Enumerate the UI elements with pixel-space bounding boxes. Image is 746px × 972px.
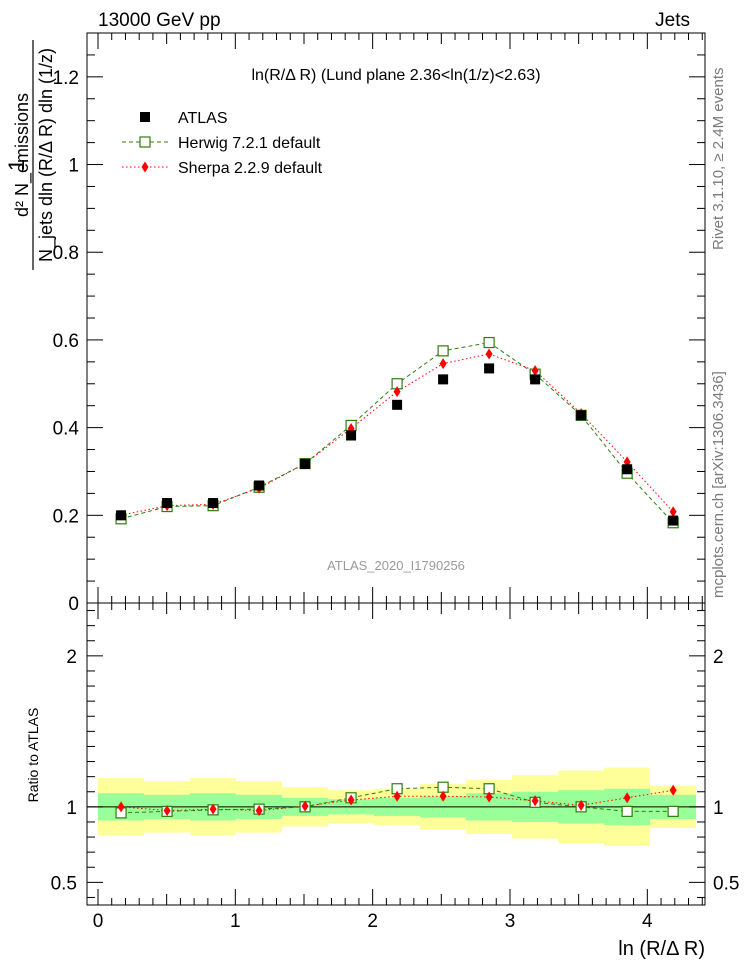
chart-title: ln(R/Δ R) (Lund plane 2.36<ln(1/z)<2.63)	[251, 67, 540, 84]
atlas-point	[254, 480, 265, 491]
ratio-frame	[86, 602, 706, 906]
x-tick-label: 3	[505, 911, 516, 932]
sherpa-ratio-point	[255, 805, 263, 817]
atlas-point	[300, 459, 311, 470]
y-axis-label: 1 d² N_emissions N_jets dln (R/Δ R) dln …	[4, 40, 57, 270]
ratio-y-tick-label: 2	[66, 647, 77, 668]
mcplots-label: mcplots.cern.ch [arXiv:1306.3436]	[710, 371, 727, 598]
atlas-point	[576, 410, 587, 421]
ratio-panel: 0.5 0.5 1 1 2 2 Ratio to ATLAS	[25, 602, 739, 906]
main-y-tick-label: 0.6	[53, 331, 79, 352]
main-y-tick-label: 1.2	[53, 68, 79, 89]
y-axis-label-numerator: d² N_emissions	[12, 93, 33, 217]
atlas-point	[622, 464, 633, 475]
herwig-ratio-point	[667, 805, 679, 817]
atlas-point	[116, 510, 127, 521]
sherpa-ratio-point	[117, 801, 125, 813]
sherpa-ratio-point	[347, 794, 355, 806]
ratio-y-tick-label-right: 0.5	[713, 873, 739, 894]
sherpa-ratio-point	[577, 799, 585, 811]
legend-atlas-label: ATLAS	[178, 110, 228, 127]
x-tick-label: 4	[642, 911, 653, 932]
sherpa-ratio-point	[485, 791, 493, 803]
sherpa-line	[120, 353, 674, 516]
ratio-y-tick-label: 1	[66, 798, 77, 819]
atlas-point	[438, 374, 449, 385]
main-panel: 0 0.2 0.4 0.6 0.8 1 1.2 ln(R/Δ R) (Lund plane …	[4, 32, 706, 615]
herwig-ratio-point	[621, 805, 633, 817]
main-y-tick-label: 0.4	[53, 419, 80, 440]
sherpa-point	[393, 386, 401, 398]
sherpa-ratio-point	[669, 784, 677, 796]
atlas-point	[530, 374, 541, 385]
ratio-y-tick-label: 0.5	[51, 873, 77, 894]
sherpa-ratio-point	[301, 800, 309, 812]
herwig-point	[483, 336, 495, 349]
main-y-tick-label: 1	[68, 156, 79, 177]
header-left: 13000 GeV pp	[98, 10, 221, 31]
sherpa-ratio-point	[163, 805, 171, 817]
x-axis-label: ln (R/Δ R)	[618, 938, 705, 960]
ratio-y-axis-label: Ratio to ATLAS	[25, 708, 41, 803]
sherpa-ratio-point	[393, 790, 401, 802]
atlas-point	[346, 430, 357, 441]
atlas-point	[208, 498, 219, 509]
legend-herwig-label: Herwig 7.2.1 default	[178, 135, 321, 152]
y-axis-label-prefix: 1	[4, 159, 29, 171]
sherpa-ratio-point	[531, 795, 539, 807]
atlas-point	[392, 399, 403, 410]
x-tick-label: 0	[93, 911, 104, 932]
x-tick-label: 1	[230, 911, 241, 932]
sherpa-ratio-point	[623, 792, 631, 804]
herwig-point	[437, 345, 449, 357]
herwig-line	[120, 342, 674, 524]
analysis-watermark: ATLAS_2020_I1790256	[327, 558, 465, 573]
y-axis-label-denominator: N_jets dln (R/Δ R) dln (1/z)	[36, 48, 57, 262]
sherpa-ratio-point	[209, 803, 217, 815]
legend-herwig-marker	[139, 136, 151, 148]
sherpa-ratio-point	[439, 790, 447, 802]
main-y-tick-label: 0.2	[53, 506, 79, 527]
atlas-point	[162, 498, 173, 509]
ratio-y-tick-label-right: 2	[713, 647, 724, 668]
legend-atlas-marker	[140, 112, 150, 122]
sherpa-point	[669, 506, 677, 518]
ratio-y-tick-label-right: 1	[713, 798, 724, 819]
legend-sherpa-marker	[141, 161, 149, 173]
header-right: Jets	[655, 10, 690, 31]
herwig-ratio-point	[437, 781, 449, 793]
sherpa-point	[439, 358, 447, 370]
sherpa-point	[485, 348, 493, 360]
legend-sherpa-label: Sherpa 2.2.9 default	[178, 160, 323, 177]
rivet-version-label: Rivet 3.1.10, ≥ 2.4M events	[710, 67, 727, 251]
main-y-tick-label: 0.8	[53, 243, 79, 264]
main-y-tick-label: 0	[68, 594, 79, 615]
sherpa-point	[531, 365, 539, 377]
atlas-point	[668, 515, 679, 526]
legend: ATLAS Herwig 7.2.1 default Sherpa 2.2.9 de…	[122, 110, 323, 177]
atlas-point	[484, 363, 495, 374]
x-tick-label: 2	[367, 911, 378, 932]
